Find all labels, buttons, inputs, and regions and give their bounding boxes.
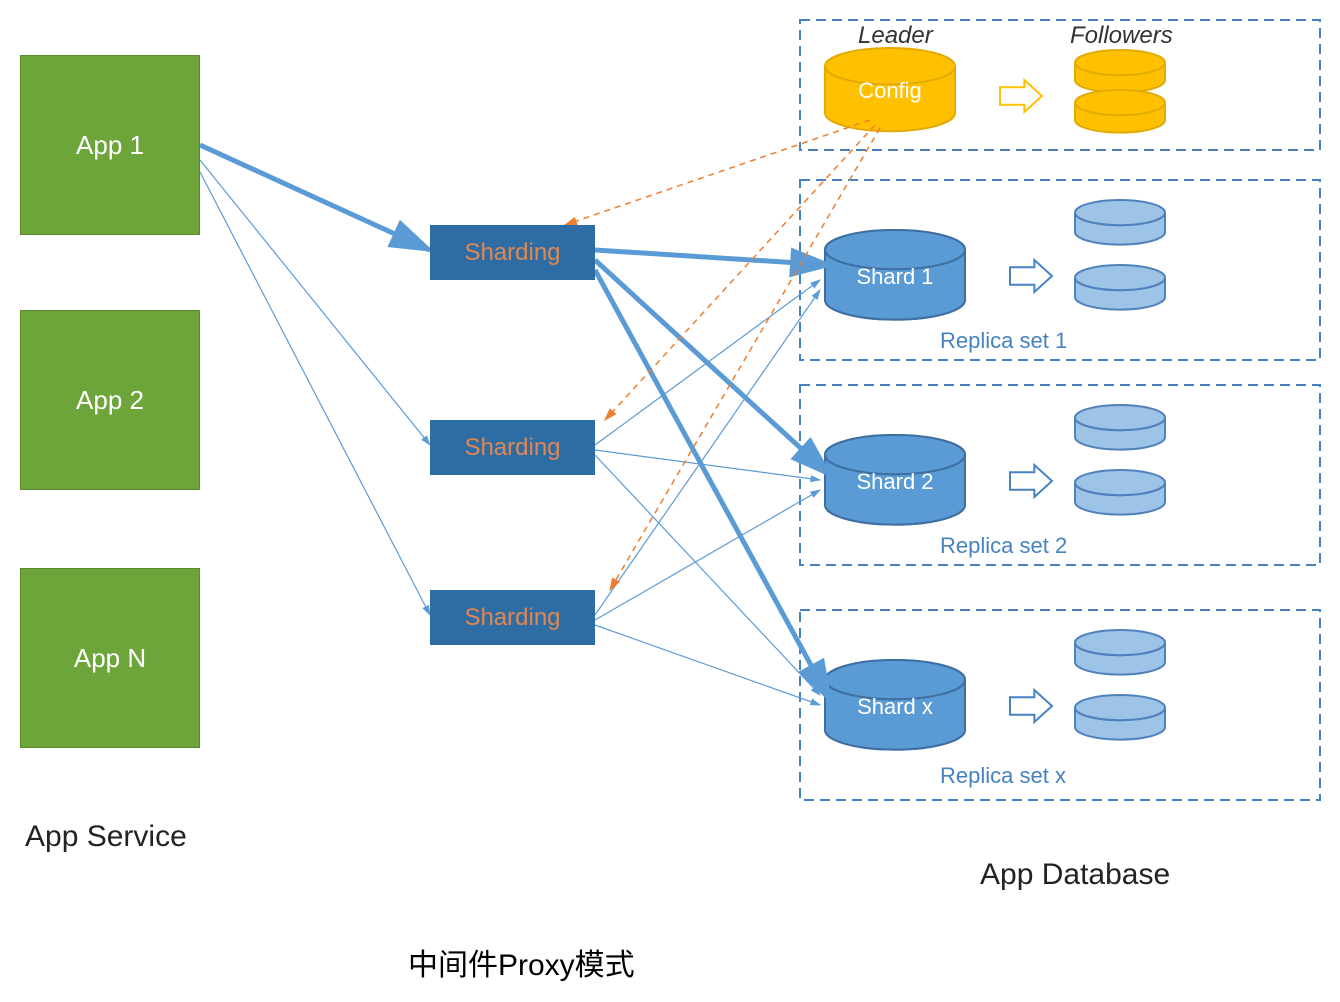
app-database-label: App Database <box>980 858 1170 892</box>
svg-layer <box>0 0 1340 1002</box>
proxy-title: 中间件Proxy模式 <box>408 940 635 984</box>
app-box-n: App N <box>20 568 200 748</box>
sharding-box-2: Sharding <box>430 420 595 475</box>
app-box-1: App 1 <box>20 55 200 235</box>
app-label: App 2 <box>76 385 144 416</box>
config-cyl-label: Config <box>855 78 925 104</box>
diagram-canvas: App 1 App 2 App N Sharding Sharding Shar… <box>0 0 1340 1002</box>
sharding-box-1: Sharding <box>430 225 595 280</box>
app-box-2: App 2 <box>20 310 200 490</box>
replica-label-x: Replica set x <box>940 763 1066 789</box>
shard2-cyl-label: Shard 2 <box>855 469 935 495</box>
app-label: App N <box>74 643 146 674</box>
sharding-box-3: Sharding <box>430 590 595 645</box>
replica-label-2: Replica set 2 <box>940 533 1067 559</box>
leader-header: Leader <box>858 22 933 50</box>
shardx-cyl-label: Shard x <box>855 694 935 720</box>
followers-header: Followers <box>1070 22 1173 50</box>
shard1-cyl-label: Shard 1 <box>855 264 935 290</box>
replica-label-1: Replica set 1 <box>940 328 1067 354</box>
app-label: App 1 <box>76 130 144 161</box>
sharding-label: Sharding <box>464 434 560 462</box>
app-service-label: App Service <box>25 820 187 854</box>
sharding-label: Sharding <box>464 239 560 267</box>
sharding-label: Sharding <box>464 604 560 632</box>
